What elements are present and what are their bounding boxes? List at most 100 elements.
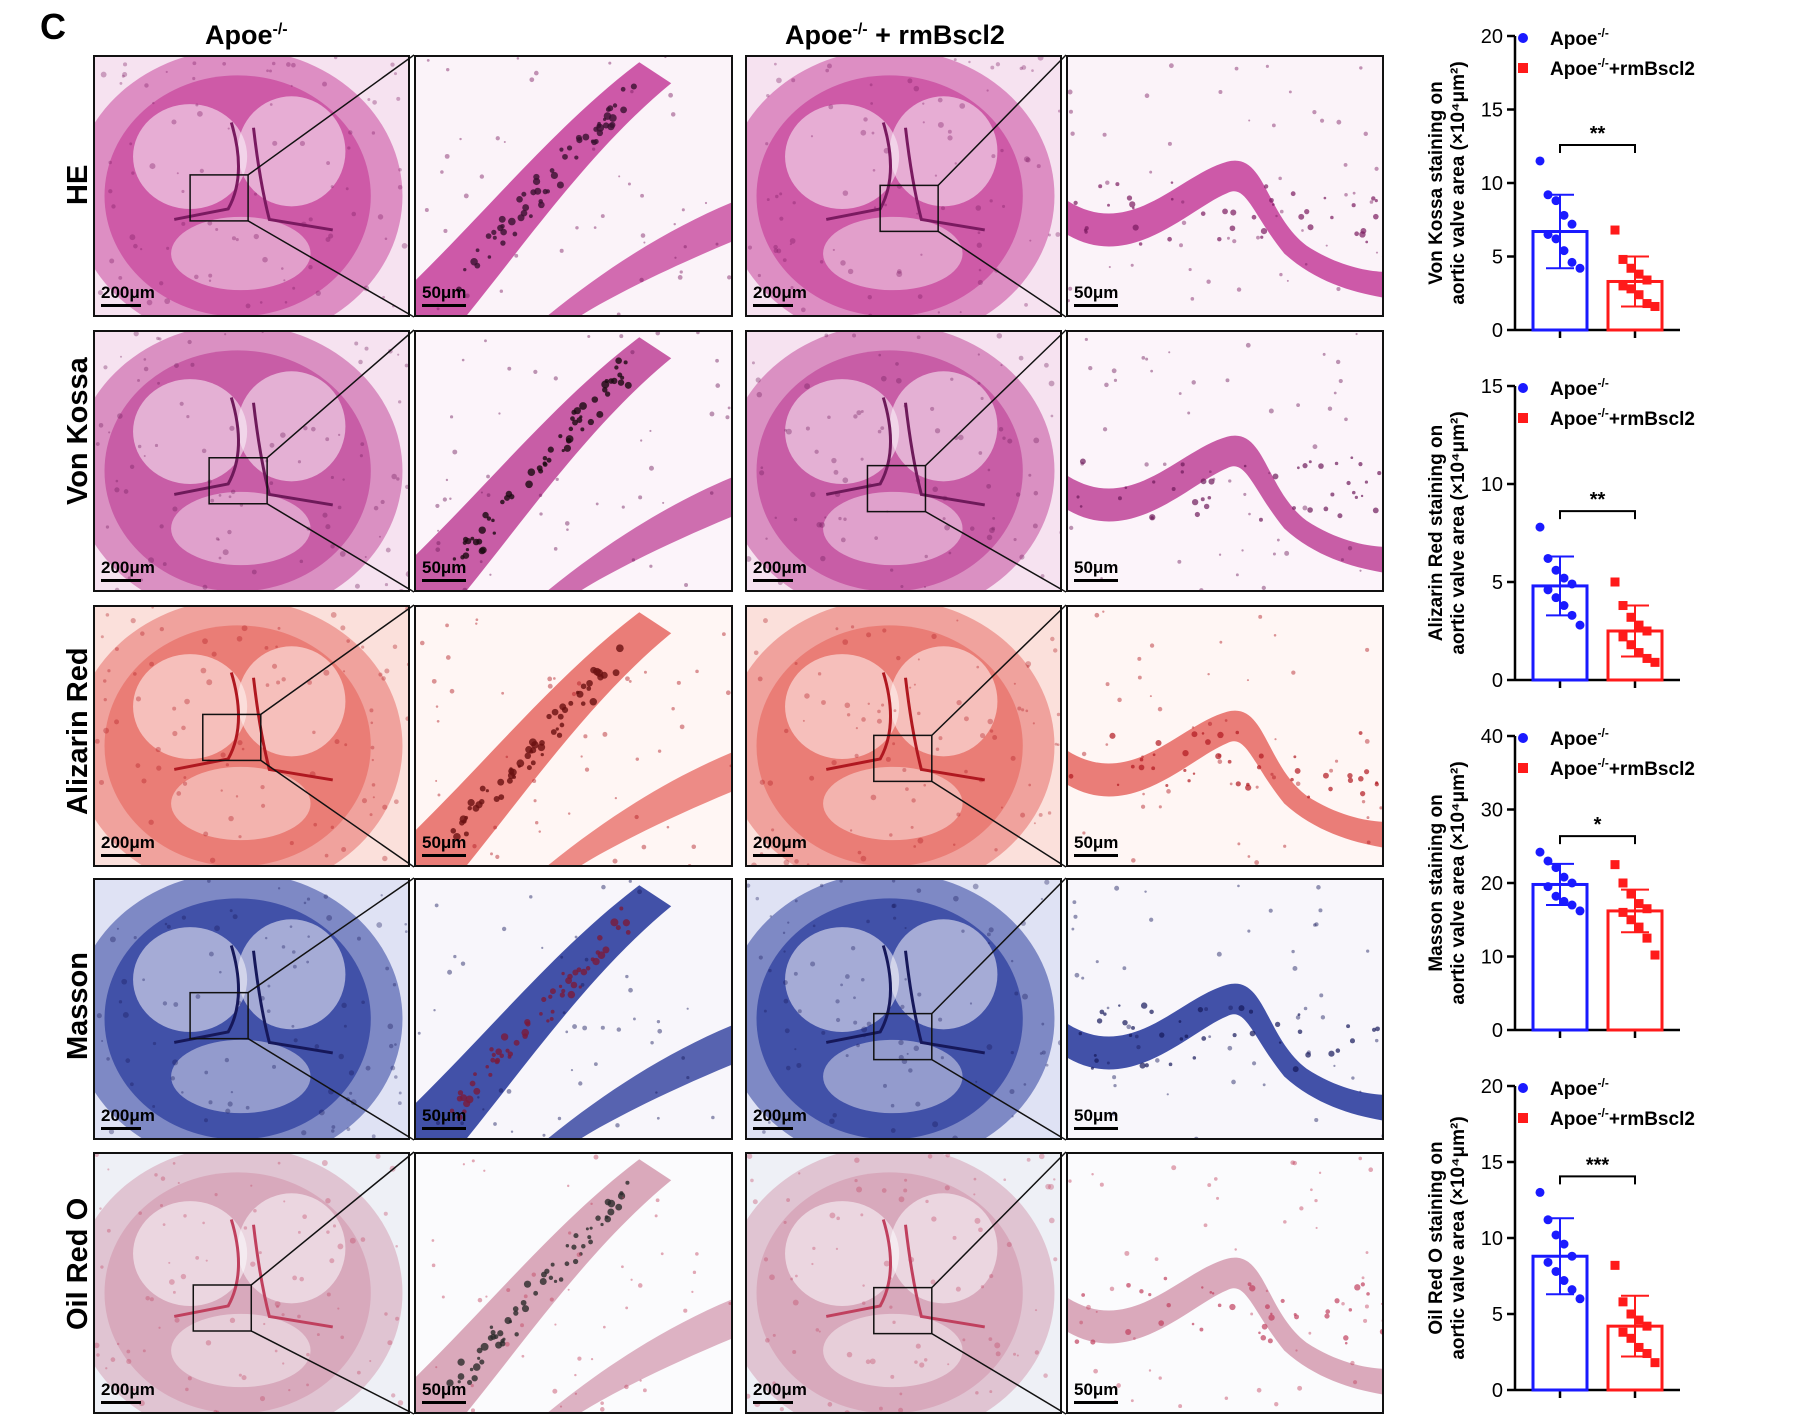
zoom-image-ar-apoe-rmbscl2: 50μm [1066, 605, 1384, 867]
y-tick-label: 20 [1481, 873, 1503, 895]
y-tick-label: 15 [1481, 376, 1503, 398]
scale-bar-label: 200μm [101, 558, 155, 577]
scale-bar-label: 200μm [753, 833, 807, 852]
scale-bar-line [1074, 579, 1118, 582]
data-point [1642, 933, 1652, 943]
micrograph-drawing [95, 607, 408, 865]
scale-bar-line [753, 1401, 793, 1404]
chart-oil-red-o: Oil Red O staining on aortic valve area (… [1426, 1076, 1695, 1402]
micrograph-drawing [747, 880, 1060, 1138]
y-tick-label: 5 [1492, 1304, 1503, 1326]
legend-marker [1518, 33, 1528, 43]
row-label-he: HE [62, 164, 94, 205]
row-label-oil-red-o: Oil Red O [62, 1197, 94, 1330]
data-point [1543, 1215, 1553, 1225]
significance-stars: ** [1590, 123, 1606, 145]
data-point [1650, 657, 1660, 667]
micrograph-drawing [95, 880, 408, 1138]
panel-letter: C [40, 6, 66, 47]
legend-label: Apoe-/-+rmBscl2 [1550, 1106, 1695, 1130]
data-point [1567, 1285, 1577, 1295]
bar-apoe [1531, 882, 1589, 1032]
overview-image-oro-apoe: 200μm [93, 1152, 410, 1414]
micrograph-drawing [1068, 1154, 1382, 1412]
significance-stars: * [1594, 814, 1602, 836]
micrograph-drawing [416, 332, 731, 590]
data-point [1610, 225, 1620, 235]
scale-bar-label: 50μm [1074, 1106, 1119, 1125]
scale-bar: 50μm [422, 1380, 466, 1404]
group-header-apoe-rmbscl2: Apoe-/- + rmBscl2 [785, 20, 1005, 51]
data-point [1650, 1358, 1660, 1368]
micrograph-drawing [747, 607, 1060, 865]
legend-label: Apoe-/-+rmBscl2 [1550, 756, 1695, 780]
micrograph-drawing [747, 1154, 1060, 1412]
data-point [1551, 891, 1561, 901]
zoom-image-oro-apoe-rmbscl2: 50μm [1066, 1152, 1384, 1414]
overview-image-ms-apoe-rmbscl2: 200μm [745, 878, 1062, 1140]
zoom-image-ms-apoe: 50μm [414, 878, 733, 1140]
scale-bar-line [1074, 1127, 1118, 1130]
scale-bar: 200μm [101, 1106, 155, 1130]
data-point [1551, 196, 1561, 206]
scale-bar-label: 50μm [422, 283, 467, 302]
data-point [1575, 263, 1585, 273]
data-point [1567, 219, 1577, 229]
chart-masson: Masson staining on aortic valve area (×10… [1426, 726, 1695, 1042]
legend-marker [1518, 383, 1528, 393]
y-tick-label: 0 [1492, 320, 1503, 342]
data-point [1618, 281, 1628, 291]
data-point [1634, 922, 1644, 932]
zoom-image-ms-apoe-rmbscl2: 50μm [1066, 878, 1384, 1140]
data-point [1559, 1276, 1569, 1286]
data-point [1559, 210, 1569, 220]
data-point [1610, 577, 1620, 587]
scale-bar-label: 200μm [753, 1380, 807, 1399]
legend-marker [1518, 763, 1528, 773]
scale-bar: 200μm [101, 1380, 155, 1404]
scale-bar-label: 200μm [101, 1380, 155, 1399]
group-header-apoe: Apoe-/- [205, 20, 288, 51]
data-point [1626, 1333, 1636, 1343]
scale-bar-line [422, 304, 466, 307]
scale-bar-line [101, 304, 141, 307]
y-tick-label: 20 [1481, 26, 1503, 48]
significance-stars: *** [1586, 1154, 1610, 1176]
data-point [1634, 269, 1644, 279]
data-point [1535, 847, 1545, 857]
data-point [1535, 1187, 1545, 1197]
y-axis-label-line: aortic valve area (×10⁴μm²) [1448, 61, 1469, 304]
data-point [1642, 653, 1652, 663]
scale-bar-label: 200μm [101, 833, 155, 852]
overview-image-ar-apoe-rmbscl2: 200μm [745, 605, 1062, 867]
scale-bar: 200μm [101, 558, 155, 582]
scale-bar-line [753, 1127, 793, 1130]
scale-bar: 200μm [753, 283, 807, 307]
data-point [1618, 601, 1628, 611]
legend-label: Apoe-/- [1550, 726, 1609, 750]
scale-bar-line [101, 1127, 141, 1130]
scale-bar-line [1074, 854, 1118, 857]
scale-bar-label: 50μm [422, 1380, 467, 1399]
data-point [1567, 900, 1577, 910]
legend-marker [1518, 1113, 1528, 1123]
overview-image-vk-apoe: 200μm [93, 330, 410, 592]
scale-bar: 50μm [422, 558, 466, 582]
data-point [1535, 522, 1545, 532]
data-point [1535, 156, 1545, 166]
data-point [1567, 610, 1577, 620]
scale-bar: 50μm [1074, 558, 1118, 582]
data-point [1543, 882, 1553, 892]
y-tick-label: 0 [1492, 1380, 1503, 1402]
data-point [1567, 257, 1577, 267]
scale-bar: 200μm [753, 558, 807, 582]
scale-bar-line [753, 579, 793, 582]
data-point [1567, 878, 1577, 888]
y-tick-label: 10 [1481, 173, 1503, 195]
data-point [1543, 190, 1553, 200]
data-point [1626, 640, 1636, 650]
micrograph-drawing [1068, 332, 1382, 590]
scale-bar-label: 50μm [1074, 558, 1119, 577]
data-point [1618, 1327, 1628, 1337]
legend-label: Apoe-/- [1550, 26, 1609, 50]
